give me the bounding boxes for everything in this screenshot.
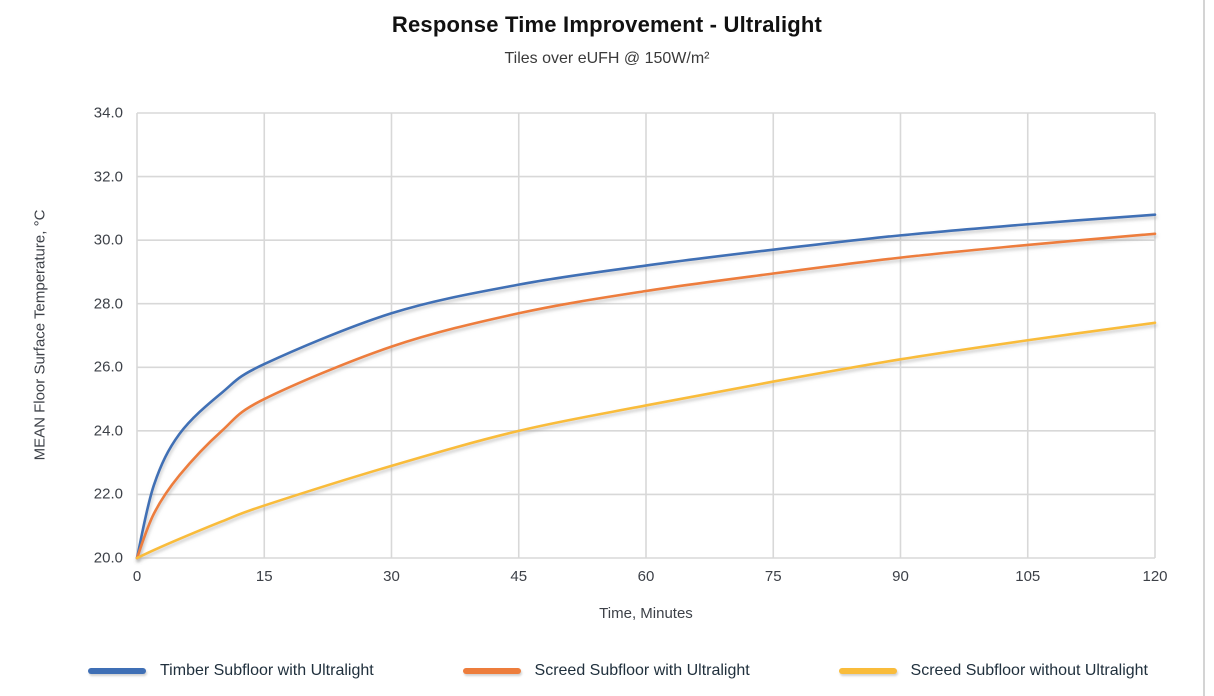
legend: Timber Subfloor with Ultralight Screed Su… — [88, 662, 1148, 680]
series-line-2 — [135, 321, 1157, 560]
y-tick-label: 26.0 — [93, 358, 123, 376]
x-tick-label: 45 — [510, 568, 528, 585]
y-tick-label: 24.0 — [93, 422, 123, 440]
x-tick-label: 30 — [383, 568, 400, 585]
legend-item-0: Timber Subfloor with Ultralight — [88, 662, 374, 680]
y-tick-label: 20.0 — [93, 549, 123, 567]
plot-area: 34.0 32.0 30.0 28.0 26.0 24.0 22.0 20.0 0 15 30 45 6… — [94, 105, 1168, 586]
chart-subtitle: Tiles over eUFH @ 150W/m² — [504, 50, 710, 67]
series-line-0 — [135, 213, 1157, 560]
legend-item-2: Screed Subfloor without Ultralight — [838, 662, 1148, 680]
legend-swatch-icon — [462, 668, 521, 674]
y-tick-label: 28.0 — [93, 295, 123, 313]
x-tick-label: 0 — [132, 568, 142, 585]
x-tick-label: 60 — [637, 568, 655, 585]
x-tick-label: 90 — [892, 568, 909, 585]
x-tick-label: 75 — [764, 568, 782, 585]
y-tick-label: 32.0 — [93, 168, 123, 186]
plot-svg — [135, 112, 1157, 560]
legend-label: Screed Subfloor with Ultralight — [534, 662, 750, 679]
legend-item-1: Screed Subfloor with Ultralight — [462, 662, 750, 680]
window-edge-line — [1203, 0, 1205, 696]
x-tick-label: 105 — [1015, 568, 1041, 585]
legend-label: Timber Subfloor with Ultralight — [160, 662, 374, 679]
x-tick-label: 120 — [1142, 568, 1168, 585]
legend-swatch-icon — [88, 668, 146, 674]
x-tick-label: 15 — [255, 568, 273, 585]
y-tick-label: 30.0 — [93, 231, 123, 249]
legend-swatch-icon — [838, 668, 897, 674]
y-tick-label: 22.0 — [93, 485, 123, 503]
x-axis-title: Time, Minutes — [599, 605, 693, 622]
y-axis-title: MEAN Floor Surface Temperature, °C — [31, 209, 49, 461]
legend-label: Screed Subfloor without Ultralight — [910, 662, 1148, 679]
chart-title: Response Time Improvement - Ultralight — [391, 12, 823, 37]
series-line-1 — [135, 232, 1157, 560]
y-tick-label: 34.0 — [93, 104, 123, 122]
